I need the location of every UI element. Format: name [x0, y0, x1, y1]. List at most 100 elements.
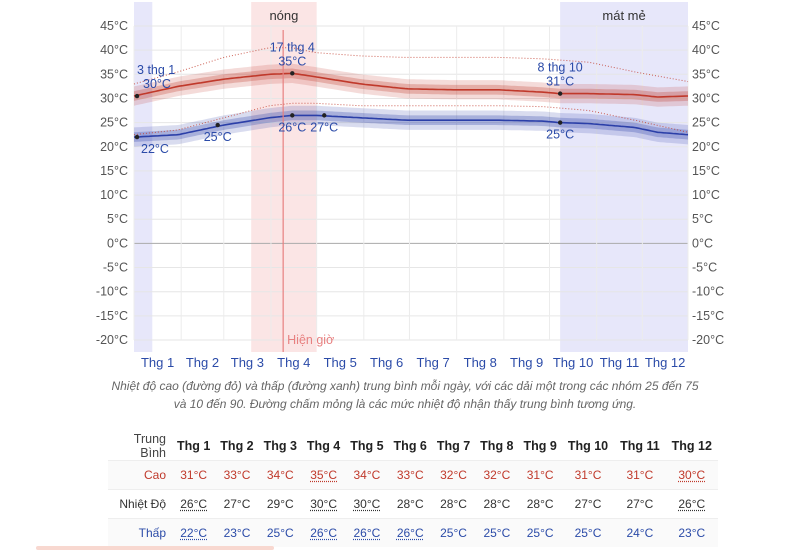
- annotation-date-0: 3 thg 1: [137, 63, 175, 77]
- ytick-right-13: -20°C: [692, 333, 724, 347]
- cell-mean-1[interactable]: 26°C: [172, 489, 216, 519]
- ytick-left-5: 20°C: [100, 140, 128, 154]
- annotation-point-1: [290, 71, 295, 76]
- ytick-right-2: 35°C: [692, 67, 720, 81]
- cell-mean-8: 28°C: [475, 489, 519, 519]
- table-row-high: Cao 31°C 33°C 34°C 35°C 34°C 33°C 32°C 32°C 31°C 3…: [108, 460, 718, 490]
- ytick-left-2: 35°C: [100, 67, 128, 81]
- cell-high-4[interactable]: 35°C: [301, 460, 346, 490]
- ytick-left-1: 40°C: [100, 43, 128, 57]
- ytick-right-0: 45°C: [692, 19, 720, 33]
- cell-low-4[interactable]: 26°C: [301, 518, 346, 547]
- cell-low-2: 23°C: [215, 518, 259, 547]
- month-label-1: Thg 1: [141, 355, 174, 370]
- cell-low-9: 25°C: [518, 518, 562, 547]
- cell-high-1: 31°C: [172, 460, 216, 490]
- ytick-left-3: 30°C: [100, 91, 128, 105]
- annotation-temp-7: 25°C: [546, 128, 574, 142]
- cell-low-8: 25°C: [475, 518, 519, 547]
- cell-high-11: 31°C: [614, 460, 666, 490]
- ytick-right-12: -15°C: [692, 309, 724, 323]
- month-label-2: Thg 2: [186, 355, 219, 370]
- season-label-1: mát mẻ: [602, 8, 645, 23]
- ytick-left-10: -5°C: [103, 261, 128, 275]
- series-low-band-outer: [134, 105, 688, 147]
- cell-low-11: 24°C: [614, 518, 666, 547]
- month-header-10: Thg 10: [567, 439, 609, 453]
- cell-high-3: 34°C: [258, 460, 302, 490]
- cell-low-12: 23°C: [665, 518, 718, 547]
- series-low-band-inner: [134, 110, 688, 142]
- cell-low-10: 25°C: [561, 518, 615, 547]
- month-header-6: Thg 6: [393, 439, 427, 453]
- cell-mean-12[interactable]: 26°C: [665, 489, 718, 519]
- annotation-point-3: [134, 134, 140, 140]
- cell-low-1[interactable]: 22°C: [172, 518, 216, 547]
- ytick-left-9: 0°C: [107, 236, 128, 250]
- ytick-right-4: 25°C: [692, 116, 720, 130]
- annotation-temp-0: 30°C: [143, 77, 171, 91]
- row-label-low: Thấp: [108, 518, 172, 547]
- month-header-1: Thg 1: [176, 439, 211, 453]
- cell-mean-9: 28°C: [518, 489, 562, 519]
- series-feels_like_high-line: [133, 47, 689, 85]
- season-label-0: nóng: [269, 8, 298, 23]
- cell-mean-7: 28°C: [431, 489, 476, 519]
- cell-low-6[interactable]: 26°C: [388, 518, 432, 547]
- chart-caption: Nhiệt độ cao (đường đỏ) và thấp (đường x…: [111, 379, 699, 411]
- annotation-temp-6: 27°C: [310, 120, 338, 134]
- month-label-7: Thg 7: [416, 355, 449, 370]
- month-header-8: Thg 8: [480, 439, 514, 453]
- ytick-left-0: 45°C: [100, 19, 128, 33]
- series-low-line: [133, 114, 689, 138]
- annotation-temp-5: 26°C: [278, 120, 306, 134]
- table-row-low: Thấp 22°C 23°C 25°C 26°C 26°C 26°C 25°C 25°C 25°C…: [108, 518, 718, 547]
- season-band-2: [134, 2, 153, 352]
- ytick-right-1: 40°C: [692, 43, 720, 57]
- ytick-left-4: 25°C: [100, 116, 128, 130]
- ytick-right-3: 30°C: [692, 91, 720, 105]
- cell-high-2: 33°C: [215, 460, 259, 490]
- monthly-summary-table: Trung Bình Thg 1 Thg 2 Thg 3 Thg 4 Thg 5…: [108, 432, 718, 547]
- annotation-temp-4: 25°C: [204, 130, 232, 144]
- month-header-2: Thg 2: [220, 439, 254, 453]
- annotation-date-2: 8 thg 10: [538, 61, 583, 75]
- cell-mean-2: 27°C: [215, 489, 259, 519]
- month-header-11: Thg 11: [620, 439, 660, 453]
- series-feels_like_low-line: [133, 102, 689, 136]
- month-label-3: Thg 3: [231, 355, 264, 370]
- annotation-date-1: 17 thg 4: [270, 40, 315, 54]
- annotation-temp-1: 35°C: [278, 54, 306, 68]
- ytick-left-12: -15°C: [96, 309, 128, 323]
- annotation-point-7: [557, 120, 563, 125]
- cell-mean-11: 27°C: [614, 489, 666, 519]
- cell-high-12[interactable]: 30°C: [665, 460, 718, 490]
- row-label-mean: Nhiệt Độ: [108, 489, 172, 519]
- cell-mean-4[interactable]: 30°C: [301, 489, 346, 519]
- now-label: Hiện giờ: [287, 333, 334, 347]
- table-row-mean: Nhiệt Độ 26°C 27°C 29°C 30°C 30°C 28°C 28°C 28°C…: [108, 489, 718, 519]
- ytick-right-10: -5°C: [692, 261, 717, 275]
- temperature-chart: nóng mát mẻ 45°C 45°C 40°C 40°C 35°C 35°C 30°C 30…: [96, 2, 724, 370]
- cell-mean-10: 27°C: [561, 489, 615, 519]
- cell-high-7: 32°C: [431, 460, 476, 490]
- month-header-9: Thg 9: [523, 439, 557, 453]
- cell-high-9: 31°C: [518, 460, 562, 490]
- cell-mean-5[interactable]: 30°C: [345, 489, 389, 519]
- annotation-point-5: [290, 113, 295, 118]
- month-label-5: Thg 5: [324, 355, 357, 370]
- cell-mean-6: 28°C: [388, 489, 432, 519]
- cell-high-10: 31°C: [561, 460, 615, 490]
- cell-low-7: 25°C: [431, 518, 476, 547]
- ytick-left-7: 10°C: [100, 188, 128, 202]
- annotation-temp-2: 31°C: [546, 75, 574, 89]
- cell-low-5[interactable]: 26°C: [345, 518, 389, 547]
- ytick-right-9: 0°C: [692, 236, 713, 250]
- month-label-6: Thg 6: [370, 355, 403, 370]
- table-header-row: Trung Bình Thg 1 Thg 2 Thg 3 Thg 4 Thg 5…: [108, 432, 718, 461]
- month-header-5: Thg 5: [350, 439, 384, 453]
- annotation-point-2: [557, 91, 563, 96]
- row-label-high: Cao: [108, 460, 172, 490]
- cell-high-8: 32°C: [475, 460, 519, 490]
- table-corner-label: Trung Bình: [133, 432, 166, 460]
